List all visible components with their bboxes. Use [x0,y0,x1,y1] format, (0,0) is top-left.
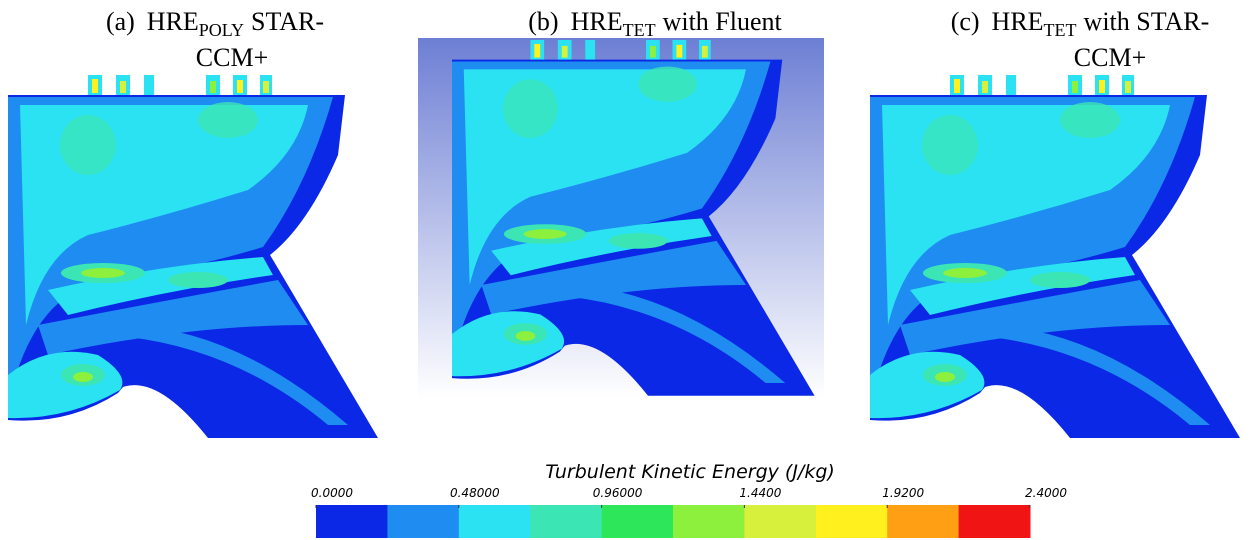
colorbar-title: Turbulent Kinetic Energy (J/kg) [545,461,835,483]
mesh-subscript: TET [623,20,656,40]
colorbar-swatch [815,505,888,538]
panel-caption: (b) HRETET with Fluent [528,7,782,40]
colorbar-swatch [530,505,603,538]
contour-image-c [870,75,1240,438]
colorbar-swatch [601,505,674,538]
panel-caption-continued: CCM+ [1074,43,1146,72]
colorbar-swatch [887,505,960,538]
mesh-name: HRE [992,7,1044,36]
colorbar-tick-label: 0.48000 [450,486,500,500]
panel-caption: (c) HRETET with STAR- [951,7,1210,40]
panel-label: (a) [106,7,135,36]
colorbar-swatch [458,505,531,538]
colorbar-swatch [744,505,817,538]
mesh-subscript: POLY [199,20,244,40]
colorbar-tick-label: 1.9200 [882,486,924,500]
panel-suffix: with Fluent [663,7,783,36]
panel-caption-continued: CCM+ [196,43,268,72]
colorbar-tick-label: 0.96000 [593,486,643,500]
colorbar-swatch [387,505,460,538]
panel-suffix: with STAR- [1084,7,1210,36]
mesh-name: HRE [147,7,199,36]
colorbar-swatch [673,505,745,538]
mesh-subscript: TET [1044,20,1077,40]
colorbar-tick-label: 0.0000 [311,486,353,500]
contour-image-a [8,75,378,438]
colorbar-swatch [958,505,1031,538]
panel-caption: (a) HREPOLY STAR- [106,7,324,40]
colorbar-tick-label: 2.4000 [1025,486,1067,500]
panel-label: (b) [528,7,558,36]
panel-suffix: STAR- [251,7,324,36]
panel-label: (c) [951,7,980,36]
colorbar-swatch [316,505,388,538]
colorbar-tick-label: 1.4400 [739,486,781,500]
mesh-name: HRE [571,7,623,36]
